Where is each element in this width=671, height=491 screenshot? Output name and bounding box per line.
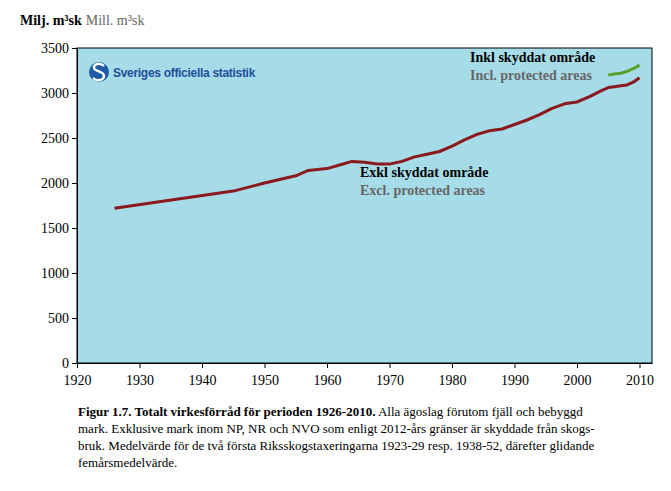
y-tick-label: 3000: [41, 86, 69, 101]
x-tick: 1970: [376, 363, 404, 388]
y-tick: 3500: [41, 41, 77, 56]
caption-line: bruk. Medelvärde för de två första Rikss…: [78, 438, 594, 453]
y-tick: 1000: [41, 266, 77, 281]
series-label-en: Incl. protected areas: [470, 68, 593, 83]
x-tick-mark: [640, 363, 641, 368]
y-tick-label: 2500: [41, 131, 69, 146]
y-unit-sv: Milj. m³sk: [20, 13, 82, 28]
x-tick-label: 2010: [626, 373, 654, 388]
x-tick-label: 1970: [376, 373, 404, 388]
y-unit-en: Mill. m³sk: [86, 13, 145, 28]
plot-background: [77, 48, 652, 363]
x-tick: 1930: [126, 363, 154, 388]
y-tick-label: 0: [62, 356, 69, 371]
x-tick: 1960: [314, 363, 342, 388]
x-tick: 2000: [564, 363, 592, 388]
y-tick-mark: [72, 138, 77, 139]
logo-text: Sveriges officiella statistik: [113, 66, 256, 80]
y-tick: 0: [62, 356, 77, 371]
x-axis: 1920 1930 1940 1950 1960 1970 1980 1990 2000 2010: [64, 363, 655, 388]
x-tick: 1940: [189, 363, 217, 388]
y-tick: 3000: [41, 86, 77, 101]
y-tick-mark: [72, 48, 77, 49]
x-tick-mark: [265, 363, 266, 368]
y-tick: 500: [48, 311, 77, 326]
lines: [115, 65, 640, 208]
series-line: [115, 78, 640, 209]
caption-line: mark. Exklusive mark inom NP, NR och NVO…: [78, 421, 595, 436]
x-tick-mark: [202, 363, 203, 368]
x-tick-mark: [577, 363, 578, 368]
x-tick-label: 1960: [314, 373, 342, 388]
x-tick-label: 1920: [64, 373, 92, 388]
x-tick-mark: [515, 363, 516, 368]
y-tick: 2500: [41, 131, 77, 146]
y-tick-mark: [72, 228, 77, 229]
caption-text: Alla ägoslag förutom fjäll och bebyggd: [375, 404, 583, 419]
y-tick: 2000: [41, 176, 77, 191]
logo: Sveriges officiella statistik: [89, 62, 256, 82]
x-tick: 1990: [501, 363, 529, 388]
x-tick-label: 1980: [439, 373, 467, 388]
chart: Sveriges officiella statistik 1920 1930 194…: [0, 0, 671, 491]
y-axis-line: [77, 49, 78, 364]
logo-circle: [89, 62, 109, 82]
x-axis-line: [78, 363, 653, 364]
caption-line: Figur 1.7. Totalt virkesförråd för perio…: [78, 404, 583, 419]
x-tick: 1950: [251, 363, 279, 388]
plot-frame: [77, 48, 652, 363]
y-tick-label: 1500: [41, 221, 69, 236]
x-tick-mark: [452, 363, 453, 368]
caption-line: femårsmedelvärde.: [78, 455, 177, 470]
x-tick-mark: [140, 363, 141, 368]
series-label-en: Excl. protected areas: [360, 183, 486, 198]
y-axis: 0 500 1000 1500 2000 2500 3000 3500: [41, 41, 78, 371]
y-tick-label: 1000: [41, 266, 69, 281]
y-tick: 1500: [41, 221, 77, 236]
x-tick: 2010: [626, 363, 654, 388]
x-tick-mark: [327, 363, 328, 368]
x-tick-mark: [77, 363, 78, 368]
y-tick-mark: [72, 93, 77, 94]
x-tick-label: 1940: [189, 373, 217, 388]
y-tick-mark: [72, 273, 77, 274]
y-tick-label: 2000: [41, 176, 69, 191]
x-tick-label: 1990: [501, 373, 529, 388]
series-label: Exkl skyddat område: [360, 165, 488, 180]
series-line: [608, 65, 639, 75]
y-unit: Milj. m³sk Mill. m³sk: [20, 13, 144, 28]
y-tick-mark: [72, 183, 77, 184]
series-label: Inkl skyddat område: [470, 50, 595, 65]
caption-title: Figur 1.7. Totalt virkesförråd för perio…: [78, 404, 375, 419]
y-tick-label: 500: [48, 311, 69, 326]
x-tick-label: 2000: [564, 373, 592, 388]
x-tick-mark: [390, 363, 391, 368]
y-tick-mark: [72, 363, 77, 364]
x-tick-label: 1950: [251, 373, 279, 388]
x-tick: 1980: [439, 363, 467, 388]
x-tick-label: 1930: [126, 373, 154, 388]
y-tick-mark: [72, 318, 77, 319]
logo-mark: [93, 64, 104, 80]
y-tick-label: 3500: [41, 41, 69, 56]
